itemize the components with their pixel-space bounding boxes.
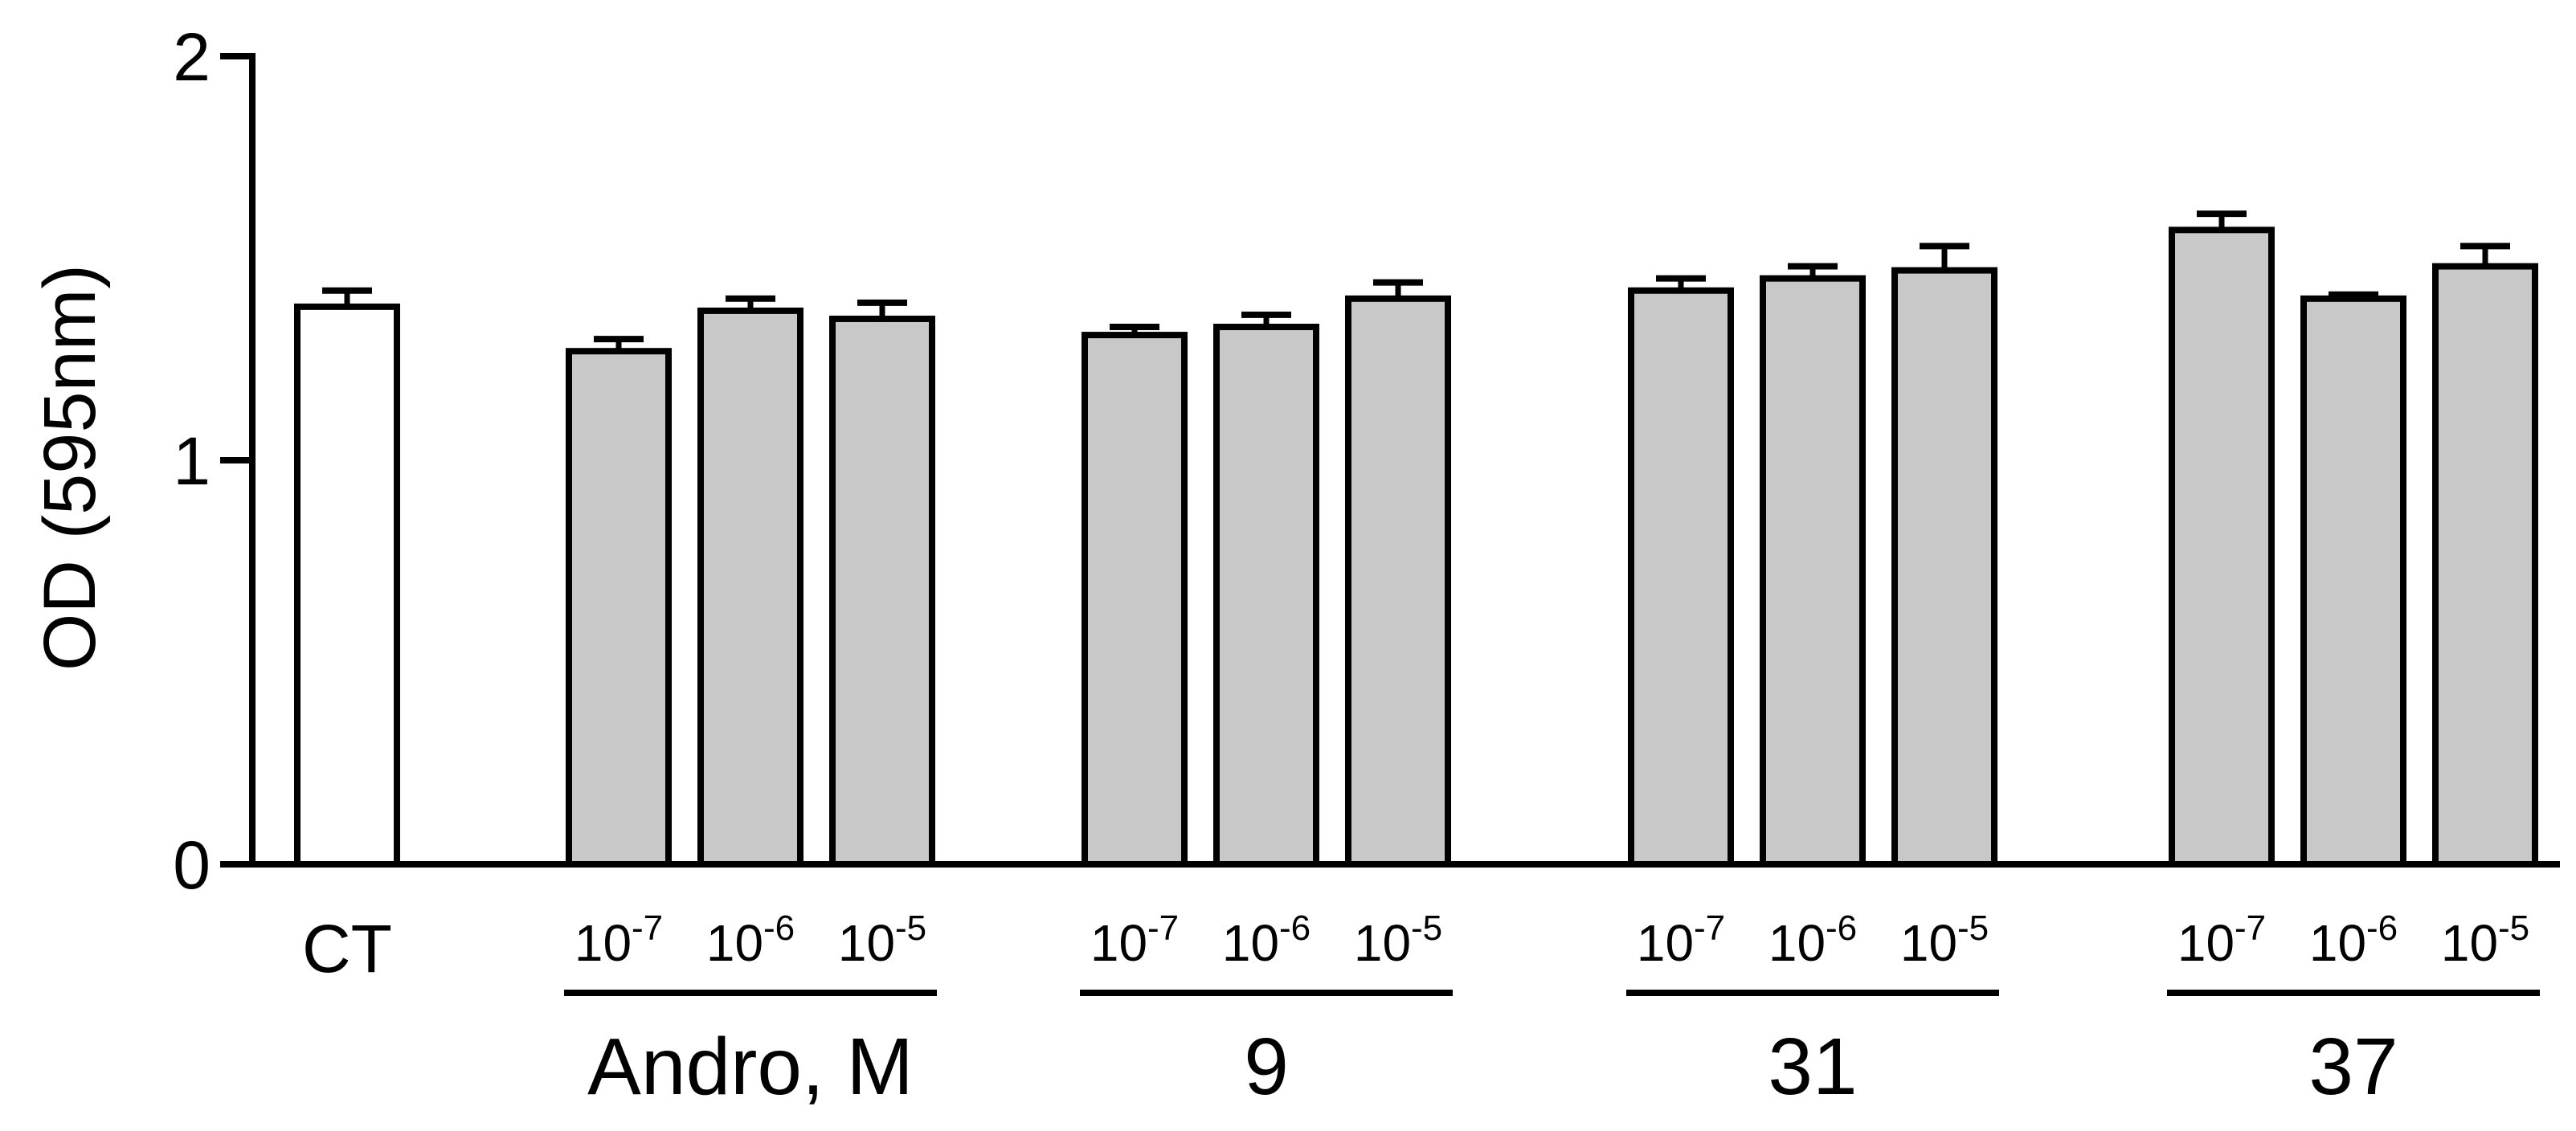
bar-group2-2 xyxy=(1213,324,1319,868)
group-label-3: 31 xyxy=(1768,1022,1857,1112)
tick-label-bar-group1-3: 10-5 xyxy=(838,908,926,972)
tick-label-bar-group2-2: 10-6 xyxy=(1222,908,1310,972)
group-label-1: Andro, M xyxy=(587,1022,914,1112)
bar-group2-1 xyxy=(1082,332,1188,868)
bar-group1-3 xyxy=(829,315,935,868)
tick-label-bar-group2-3: 10-5 xyxy=(1354,908,1442,972)
bar-group3-2 xyxy=(1760,275,1866,868)
tick-label-bar-group1-1: 10-7 xyxy=(574,908,663,972)
axes-layer: 0 1 2 xyxy=(173,19,2560,903)
tick-label-bar-group4-2: 10-6 xyxy=(2309,908,2398,972)
y-tick-label-1: 1 xyxy=(173,423,211,499)
bar-group2-3 xyxy=(1345,295,1451,868)
x-labels-layer: CT 10-7 10-6 10-5 Andro, M 10-7 10-6 10-5 9 10-7 1… xyxy=(302,908,2540,1112)
tick-label-bar-group3-1: 10-7 xyxy=(1637,908,1725,972)
tick-label-ct: CT xyxy=(302,911,392,986)
y-tick-label-2: 2 xyxy=(173,19,211,95)
bar-group3-3 xyxy=(1891,267,1997,868)
bar-group4-1 xyxy=(2169,227,2275,868)
tick-label-bar-group1-2: 10-6 xyxy=(706,908,795,972)
bar-group1-1 xyxy=(566,348,672,868)
group-label-2: 9 xyxy=(1244,1022,1289,1112)
error-bars-layer xyxy=(322,210,2510,352)
group-label-4: 37 xyxy=(2308,1022,2398,1112)
tick-label-bar-group3-2: 10-6 xyxy=(1768,908,1857,972)
y-axis-label: OD (595nm) xyxy=(29,264,111,671)
bars-layer xyxy=(294,227,2538,868)
bar-group3-1 xyxy=(1628,287,1734,868)
tick-label-bar-group4-1: 10-7 xyxy=(2177,908,2266,972)
bar-group1-2 xyxy=(697,307,803,868)
tick-label-bar-group2-1: 10-7 xyxy=(1090,908,1179,972)
tick-label-bar-group3-3: 10-5 xyxy=(1900,908,1989,972)
bar-group4-3 xyxy=(2432,263,2538,868)
bar-ct xyxy=(294,303,400,868)
y-tick-label-0: 0 xyxy=(173,827,211,903)
bar-group4-2 xyxy=(2300,295,2406,868)
tick-label-bar-group4-3: 10-5 xyxy=(2441,908,2529,972)
